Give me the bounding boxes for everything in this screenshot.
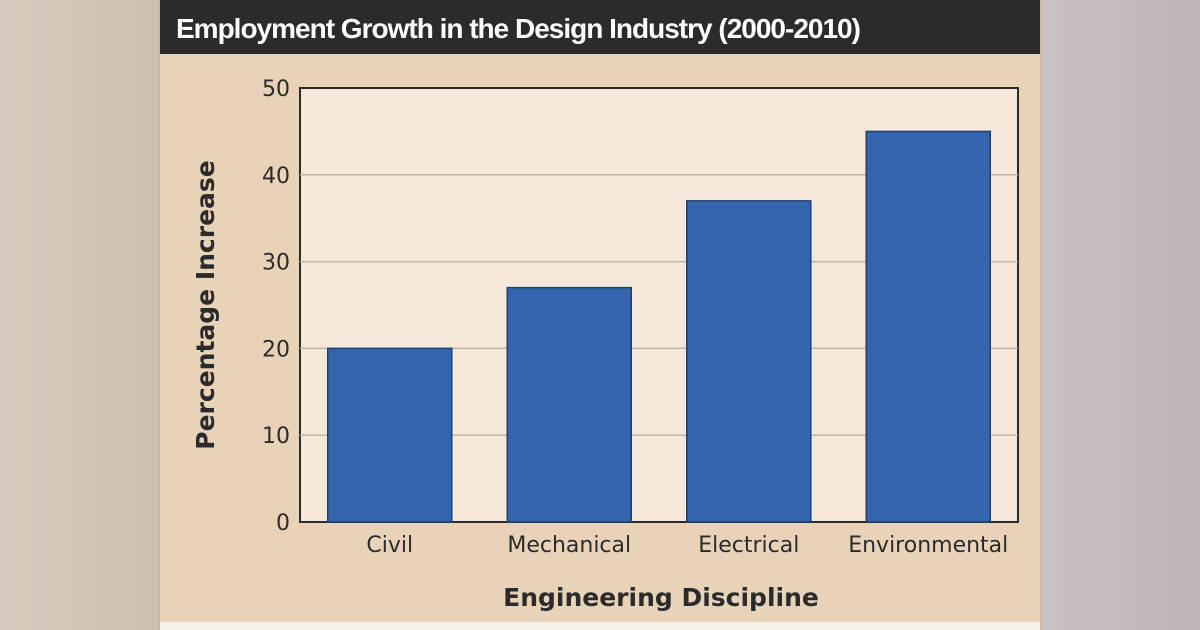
x-tick-label: Mechanical: [507, 533, 631, 558]
chart-title: Employment Growth in the Design Industry…: [160, 0, 1040, 54]
y-tick-label: 0: [276, 511, 290, 536]
y-tick-label: 50: [262, 77, 290, 102]
x-tick-label: Electrical: [698, 533, 799, 558]
bar-electrical: [686, 200, 812, 523]
bar-civil: [327, 347, 453, 523]
y-tick-label: 10: [262, 424, 290, 449]
y-axis-label: Percentage Increase: [191, 160, 220, 449]
bar-environmental: [865, 130, 991, 523]
y-tick-label: 40: [262, 164, 290, 189]
y-tick-label: 20: [262, 337, 290, 362]
y-tick-labels: 0 10 20 30 40 50: [262, 77, 290, 536]
x-tick-label: Civil: [366, 533, 413, 558]
bars: [327, 130, 991, 523]
bar-mechanical: [506, 286, 632, 523]
bottom-strip: [160, 622, 1040, 630]
x-axis-label: Engineering Discipline: [503, 583, 819, 612]
x-tick-label: Environmental: [848, 533, 1008, 558]
y-tick-label: 30: [262, 251, 290, 276]
x-tick-labels: Civil Mechanical Electrical Environmental: [366, 533, 1008, 558]
